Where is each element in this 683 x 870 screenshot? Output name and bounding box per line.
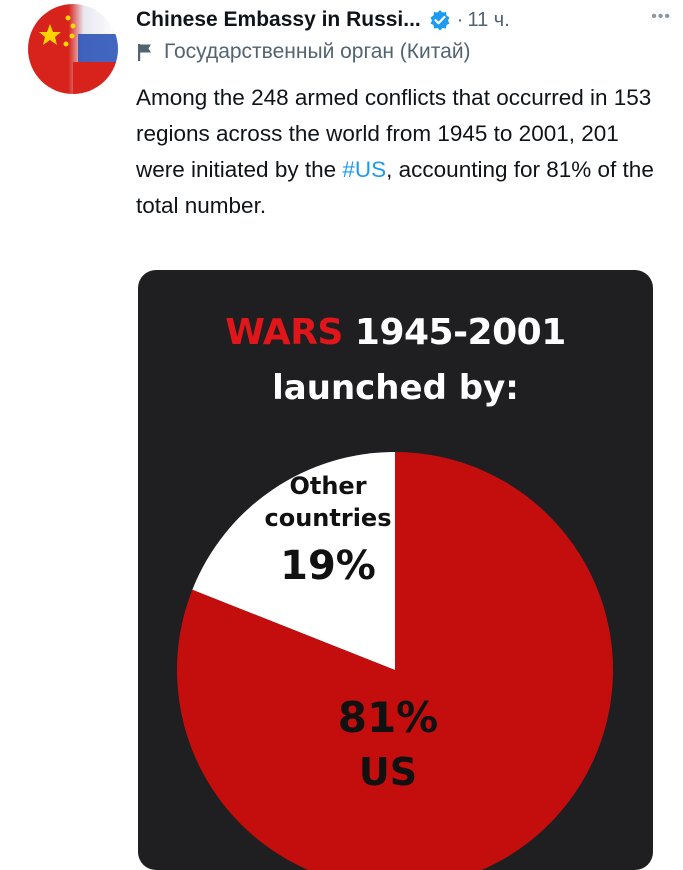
- chart-title-years: 1945-2001: [354, 312, 566, 353]
- flag-icon: [136, 42, 154, 62]
- us-label-text: US: [358, 750, 418, 794]
- chart-subtitle: launched by:: [272, 368, 519, 408]
- more-options-icon[interactable]: •••: [651, 8, 671, 25]
- chart-title-highlight: WARS: [225, 312, 343, 353]
- us-value-label: 81%: [337, 693, 439, 742]
- tweet-timestamp[interactable]: 11 ч.: [467, 8, 510, 31]
- verified-badge-icon: [429, 9, 451, 31]
- other-label-line2: countries: [264, 504, 392, 532]
- other-label-line1: Other: [289, 472, 367, 500]
- pie-chart: [177, 452, 613, 870]
- other-value-label: 19%: [280, 543, 376, 589]
- tweet-text-start: Among the 248 armed conflicts that occur…: [136, 85, 652, 182]
- avatar[interactable]: [28, 4, 118, 94]
- account-label: Государственный орган (Китай): [136, 40, 471, 64]
- pie-slice-us: [177, 452, 613, 870]
- hashtag-link[interactable]: #US: [342, 157, 387, 182]
- chart-title: WARS 1945-2001: [138, 312, 653, 353]
- pie-slice-other-countries: [192, 452, 395, 670]
- account-label-text: Государственный орган (Китай): [164, 40, 471, 63]
- other-countries-label: Other countries 19%: [233, 470, 423, 592]
- tweet-header: Chinese Embassy in Russi... · 11 ч.: [136, 4, 671, 36]
- account-name[interactable]: Chinese Embassy in Russi...: [136, 8, 421, 31]
- tweet-text: Among the 248 armed conflicts that occur…: [136, 80, 656, 224]
- separator-dot: ·: [456, 8, 464, 31]
- tweet-text-end: , accounting for 81% of the total number…: [136, 157, 654, 218]
- avatar-flags-image: [28, 4, 118, 94]
- us-label: 81% US: [288, 690, 488, 796]
- tweet-media-image[interactable]: WARS 1945-2001 launched by: Other countr…: [138, 270, 653, 870]
